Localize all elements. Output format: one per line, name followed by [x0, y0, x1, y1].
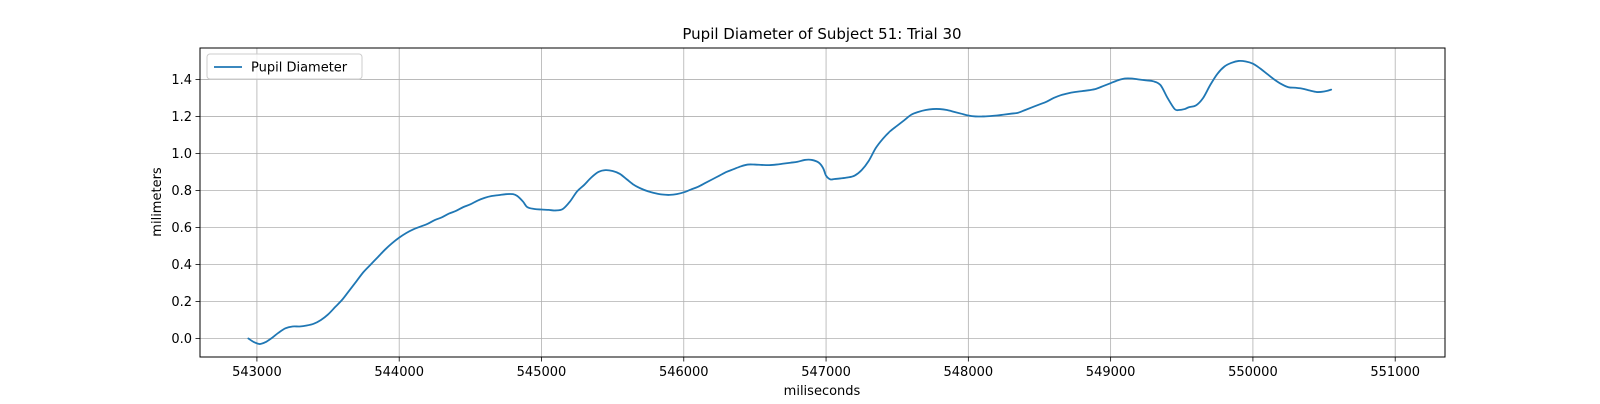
y-tick-label: 1.0 [171, 147, 192, 162]
legend-entry-label: Pupil Diameter [251, 61, 348, 76]
legend-box [206, 53, 363, 80]
plot-frame [199, 47, 1446, 358]
y-tick-label: 1.2 [171, 110, 192, 125]
y-tick-label: 0.6 [171, 221, 192, 236]
grid-lines [200, 48, 1445, 357]
x-tick-label: 547000 [801, 365, 851, 380]
x-tick-label: 550000 [1228, 365, 1278, 380]
x-tick-label: 546000 [659, 365, 709, 380]
x-tick-label: 545000 [517, 365, 567, 380]
x-tick-label: 549000 [1086, 365, 1136, 380]
y-tick-label: 1.4 [171, 73, 192, 88]
x-tick-label: 551000 [1370, 365, 1420, 380]
x-tick-label: 543000 [232, 365, 282, 380]
x-tick-label: 548000 [944, 365, 994, 380]
y-axis-ticks: 0.0 0.2 0.4 0.6 0.8 1.0 1.2 1.4 [171, 73, 200, 347]
x-tick-label: 544000 [374, 365, 424, 380]
series-layer [247, 59, 1333, 345]
y-tick-label: 0.2 [171, 295, 192, 310]
y-tick-label: 0.0 [171, 332, 192, 347]
y-axis-label: milimeters [150, 167, 165, 237]
y-tick-label: 0.8 [171, 184, 192, 199]
x-axis-ticks: 543000 544000 545000 546000 547000 548000 5490… [232, 357, 1420, 380]
legend: Pupil Diameter [206, 53, 363, 80]
chart-title: Pupil Diameter of Subject 51: Trial 30 [682, 25, 961, 43]
y-tick-label: 0.4 [171, 258, 192, 273]
x-axis-label: miliseconds [784, 384, 861, 399]
pupil-diameter-line [247, 59, 1333, 345]
